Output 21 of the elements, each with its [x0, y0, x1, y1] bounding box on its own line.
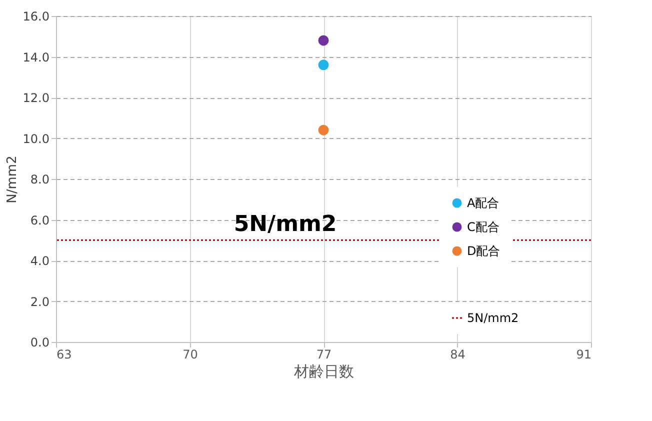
y-tick-label: 2.0: [30, 294, 50, 309]
legend-label: 5N/mm2: [467, 311, 519, 325]
y-tick-label: 10.0: [22, 132, 50, 146]
y-tick-label: 16.0: [22, 10, 50, 24]
annotation: 5N/mm2: [234, 212, 337, 238]
legend-label: A配合: [467, 196, 500, 210]
y-tick-label: 8.0: [30, 172, 50, 186]
x-tick-label: 77: [316, 348, 332, 362]
y-tick-label: 6.0: [30, 213, 50, 228]
x-tick-label: 70: [182, 348, 198, 362]
y-axis-title: N/mm2: [4, 156, 20, 204]
y-tick-label: 0.0: [30, 336, 50, 350]
y-tick-label: 12.0: [22, 91, 50, 105]
x-axis-title: 材齢日数: [293, 362, 354, 380]
y-tick-label: 14.0: [22, 50, 50, 64]
legend-label: D配合: [467, 244, 500, 258]
x-tick-label: 84: [450, 348, 466, 362]
x-tick-label: 91: [576, 348, 592, 362]
y-tick-label: 4.0: [30, 254, 50, 268]
legend-label: C配合: [467, 220, 500, 234]
x-tick-label: 63: [56, 348, 72, 362]
